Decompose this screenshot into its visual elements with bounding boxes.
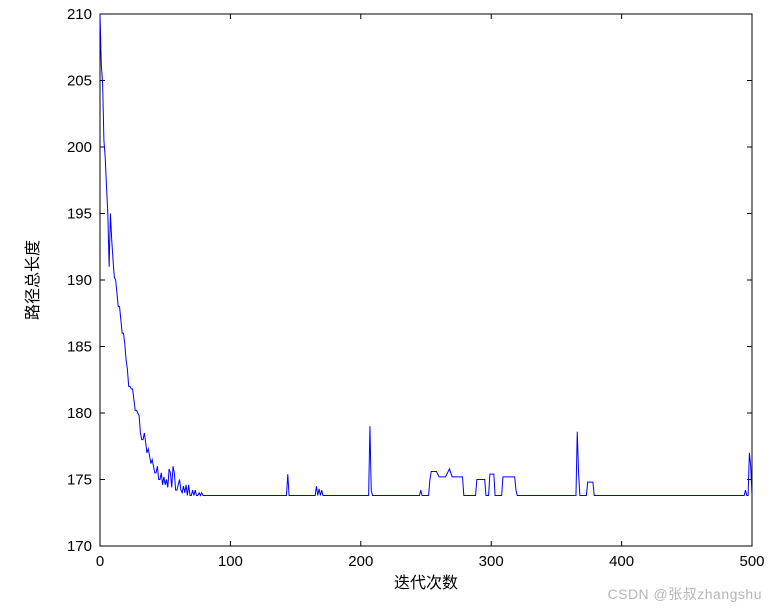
svg-text:迭代次数: 迭代次数 — [394, 574, 458, 592]
svg-text:100: 100 — [218, 553, 243, 570]
svg-text:205: 205 — [67, 73, 92, 90]
svg-text:200: 200 — [348, 553, 373, 570]
svg-text:185: 185 — [67, 339, 92, 356]
svg-text:180: 180 — [67, 405, 92, 422]
svg-text:400: 400 — [609, 553, 634, 570]
svg-text:200: 200 — [67, 139, 92, 156]
svg-text:195: 195 — [67, 206, 92, 223]
svg-text:190: 190 — [67, 272, 92, 289]
svg-text:300: 300 — [479, 553, 504, 570]
svg-text:0: 0 — [96, 553, 104, 570]
svg-text:175: 175 — [67, 472, 92, 489]
svg-text:路径总长度: 路径总长度 — [24, 240, 42, 320]
convergence-line-chart: 0 100 200 300 400 500 170 175 180 185 190 195 200 205… — [0, 0, 774, 610]
svg-text:170: 170 — [67, 538, 92, 555]
svg-text:500: 500 — [739, 553, 764, 570]
svg-text:210: 210 — [67, 6, 92, 23]
